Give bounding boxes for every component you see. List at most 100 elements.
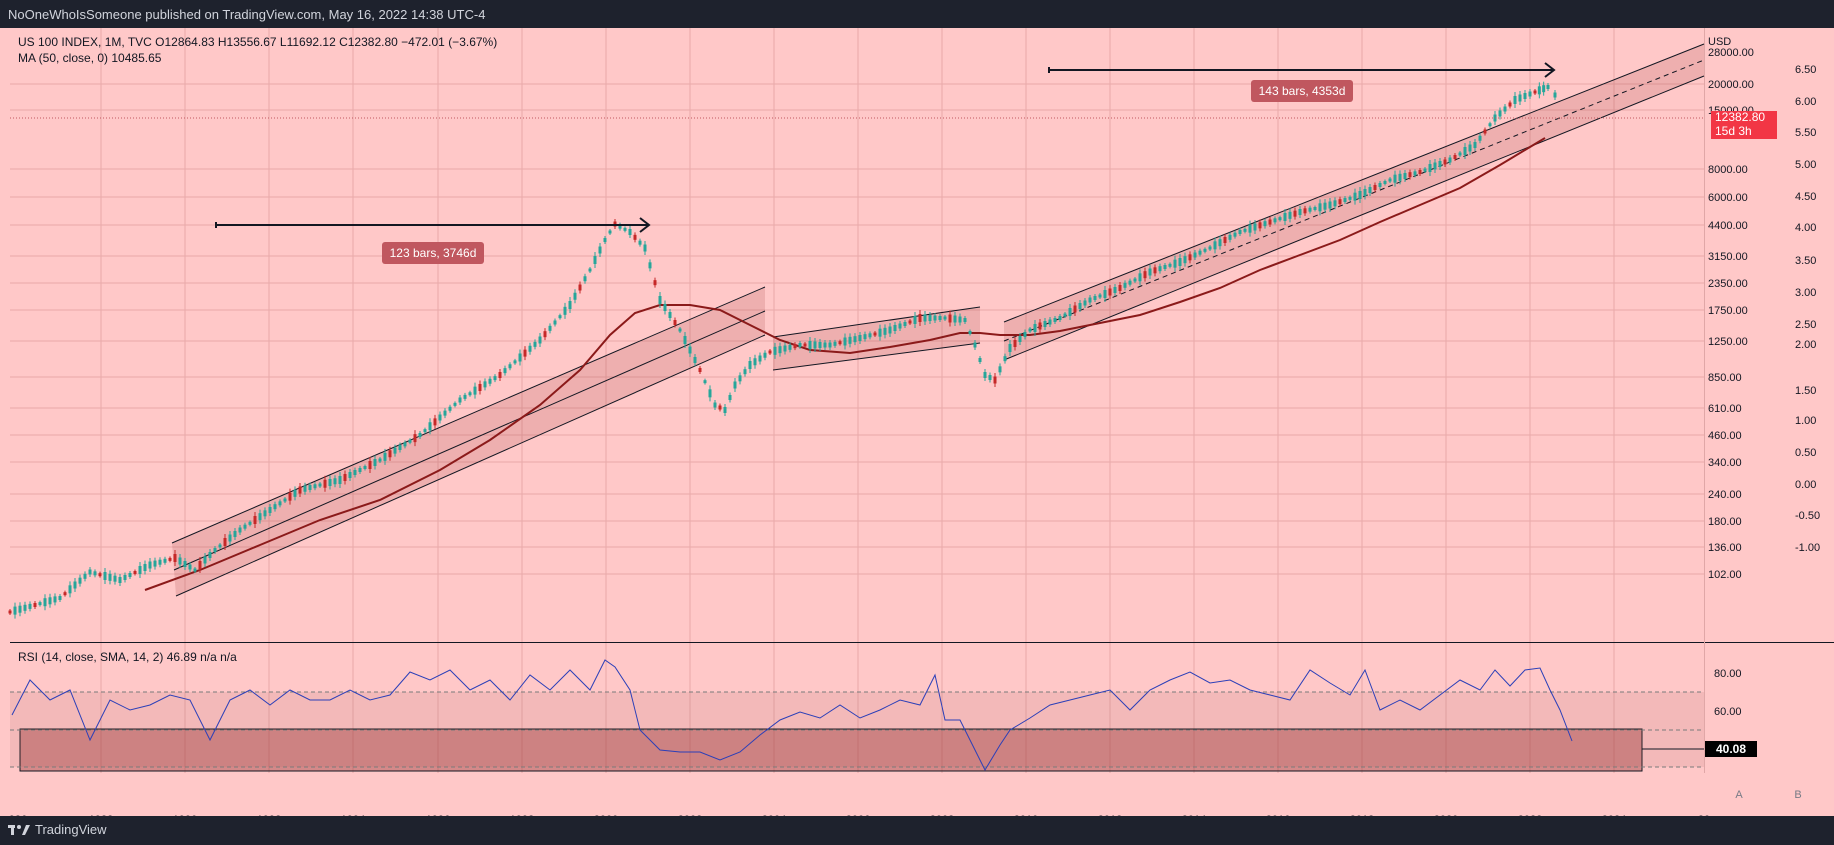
candle-body	[468, 392, 472, 396]
ma-legend[interactable]: MA (50, close, 0) 10485.65	[18, 51, 162, 65]
candle-body	[1178, 258, 1182, 266]
chart-area[interactable]: 28000.0020000.0015000.008000.006000.0044…	[0, 28, 1834, 816]
candle-body	[53, 596, 57, 603]
price-axis-label: 3150.00	[1708, 251, 1748, 263]
candle-body	[893, 325, 897, 331]
channel-2009-2022[interactable]	[1003, 43, 1705, 361]
candle-body	[858, 335, 862, 341]
candle-body	[1293, 210, 1297, 217]
candle-body	[283, 498, 287, 502]
rsi-legend[interactable]: RSI (14, close, SMA, 14, 2) 46.89 n/a n/…	[18, 650, 237, 664]
channel-1990-2000[interactable]	[171, 286, 766, 597]
candle-body	[1343, 198, 1347, 202]
candle-body	[1513, 96, 1517, 104]
candle-body	[273, 504, 277, 510]
candle-body	[683, 336, 687, 344]
candle-body	[1118, 285, 1122, 291]
candle-body	[313, 484, 317, 489]
b-button[interactable]: B	[1794, 789, 1802, 801]
channel-2004-2008[interactable]	[772, 306, 981, 371]
candle-body	[1478, 135, 1482, 141]
candle-body	[1358, 191, 1362, 199]
candle-body	[243, 524, 247, 529]
candle-body	[1323, 202, 1327, 210]
candle-body	[403, 442, 407, 447]
candle-body	[1173, 259, 1177, 268]
candle-body	[513, 360, 517, 364]
symbol-legend[interactable]: US 100 INDEX, 1M, TVC O12864.83 H13556.6…	[18, 35, 498, 49]
candle-body	[393, 447, 397, 454]
channel-3-bottom	[1003, 75, 1705, 361]
candle-body	[758, 355, 762, 362]
candle-body	[1498, 110, 1502, 117]
candle-body	[968, 331, 972, 334]
channel-1-fill	[172, 287, 765, 596]
chart-canvas[interactable]: 28000.0020000.0015000.008000.006000.0044…	[0, 28, 1834, 816]
price-candles[interactable]	[8, 81, 1557, 619]
rsi-axis-label: 80.00	[1714, 668, 1742, 680]
current-price-tag: 12382.80 15d 3h	[1711, 111, 1777, 139]
candle-body	[608, 230, 612, 234]
candle-body	[68, 585, 72, 594]
time-axis-label: 2012	[1098, 814, 1122, 816]
candle-body	[1318, 203, 1322, 212]
candle-body	[128, 573, 132, 577]
candle-body	[763, 352, 767, 358]
candle-body	[913, 316, 917, 324]
price-axis-label: 20000.00	[1708, 79, 1754, 91]
candle-body	[488, 378, 492, 384]
candle-body	[188, 564, 192, 570]
candle-body	[123, 575, 127, 580]
candle-body	[1468, 144, 1472, 152]
candle-body	[1393, 174, 1397, 183]
candle-body	[418, 433, 422, 437]
candle-body	[588, 268, 592, 272]
candle-body	[543, 331, 547, 338]
tradingview-brand[interactable]: TradingView	[8, 822, 107, 837]
price-axis-label: 1250.00	[1708, 336, 1748, 348]
candle-body	[353, 470, 357, 475]
rsi-line[interactable]	[11, 659, 1573, 772]
range-2-label[interactable]: 143 bars, 4353d	[1251, 80, 1353, 102]
candle-body	[958, 316, 962, 323]
price-axis-label: 610.00	[1708, 403, 1742, 415]
candle-body	[333, 478, 337, 485]
price-axis-unit: USD	[1708, 36, 1731, 48]
candle-body	[978, 358, 982, 362]
candle-body	[1243, 228, 1247, 232]
candle-body	[953, 315, 957, 323]
candle-body	[808, 341, 812, 349]
candle-body	[388, 450, 392, 458]
secondary-axis-label: 3.50	[1795, 255, 1816, 267]
candle-body	[1093, 296, 1097, 300]
time-axis-label: 2000	[594, 814, 618, 816]
candle-body	[308, 485, 312, 490]
date-range-1[interactable]	[215, 217, 651, 233]
left-edge	[0, 28, 10, 816]
candle-body	[793, 344, 797, 349]
candle-body	[503, 368, 507, 374]
candle-body	[238, 527, 242, 533]
time-axis-label: 1990	[173, 814, 197, 816]
current-price-value: 12382.80	[1715, 110, 1766, 124]
candle-body	[878, 328, 882, 337]
channel-3-fill	[1004, 44, 1704, 360]
candle-body	[1063, 313, 1067, 317]
candle-body	[783, 345, 787, 352]
range-1-label[interactable]: 123 bars, 3746d	[382, 242, 484, 264]
candle-body	[113, 575, 117, 582]
candle-body	[213, 548, 217, 552]
candle-body	[1218, 239, 1222, 247]
price-axis-label: 180.00	[1708, 516, 1742, 528]
candle-body	[1458, 152, 1462, 156]
candle-body	[868, 333, 872, 338]
candle-body	[98, 573, 102, 577]
ma50-line[interactable]	[144, 137, 1546, 591]
rsi-axis-labels: 80.00 60.00	[1714, 668, 1742, 718]
candle-body	[938, 316, 942, 320]
auto-scale-button[interactable]: A	[1735, 789, 1743, 801]
rsi-highlight-box[interactable]	[19, 728, 1643, 772]
candle-body	[538, 336, 542, 344]
candle-body	[383, 452, 387, 461]
date-range-2[interactable]	[1048, 62, 1556, 78]
